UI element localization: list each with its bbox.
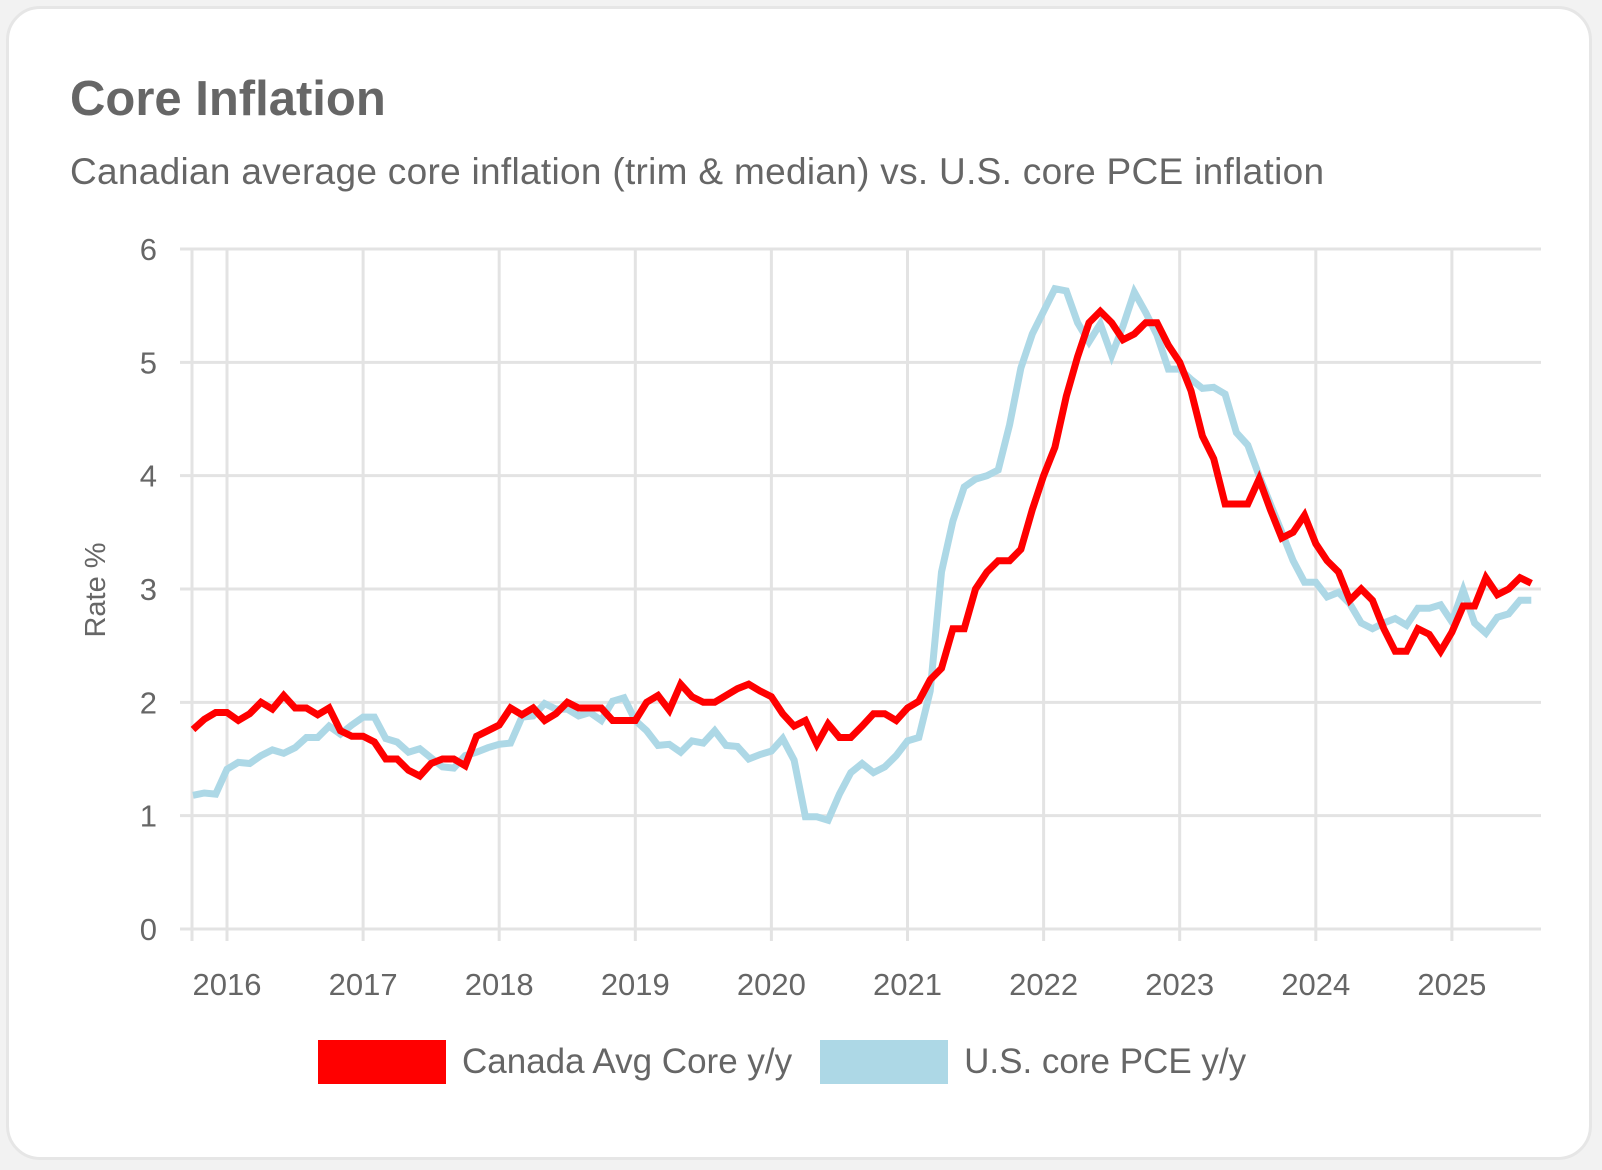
y-tick-label: 2	[140, 685, 157, 720]
y-tick-label: 1	[140, 799, 157, 834]
x-tick-label: 2021	[873, 967, 942, 1002]
y-axis-ticks: 0 1 2 3 4 5 6	[140, 232, 157, 947]
x-tick-label: 2016	[193, 967, 262, 1002]
chart-card: Core Inflation Canadian average core inf…	[6, 6, 1592, 1160]
y-tick-label: 6	[140, 232, 157, 267]
x-tick-label: 2025	[1417, 967, 1486, 1002]
x-tick-label: 2017	[329, 967, 398, 1002]
series-line-canada-avg-core-y-y	[190, 306, 1533, 781]
gridlines	[180, 247, 1541, 941]
y-tick-label: 3	[140, 572, 157, 607]
y-tick-label: 5	[140, 345, 157, 380]
legend-item-us[interactable]: U.S. core PCE y/y	[820, 1040, 1246, 1084]
x-axis-ticks: 2016 2017 2018 2019 2020 2021 2022 2023 2024 2025	[193, 967, 1487, 1002]
chart-title: Core Inflation	[70, 72, 386, 126]
chart-subtitle: Canadian average core inflation (trim & …	[70, 151, 1325, 192]
y-tick-label: 4	[140, 459, 157, 494]
legend: Canada Avg Core y/y U.S. core PCE y/y	[318, 1040, 1274, 1084]
series-lines	[190, 283, 1533, 825]
x-tick-label: 2023	[1145, 967, 1214, 1002]
series-line-u-s-core-pce-y-y	[192, 283, 1532, 825]
y-axis-label: Rate %	[80, 542, 112, 637]
legend-label-us: U.S. core PCE y/y	[964, 1042, 1247, 1081]
legend-swatch-canada	[318, 1040, 446, 1084]
x-tick-label: 2022	[1009, 967, 1078, 1002]
x-tick-label: 2024	[1281, 967, 1350, 1002]
x-tick-label: 2018	[465, 967, 534, 1002]
legend-label-canada: Canada Avg Core y/y	[462, 1042, 793, 1081]
legend-swatch-us	[820, 1040, 949, 1084]
x-tick-label: 2020	[737, 967, 806, 1002]
y-tick-label: 0	[140, 912, 157, 947]
x-tick-label: 2019	[601, 967, 670, 1002]
legend-item-canada[interactable]: Canada Avg Core y/y	[318, 1040, 792, 1084]
